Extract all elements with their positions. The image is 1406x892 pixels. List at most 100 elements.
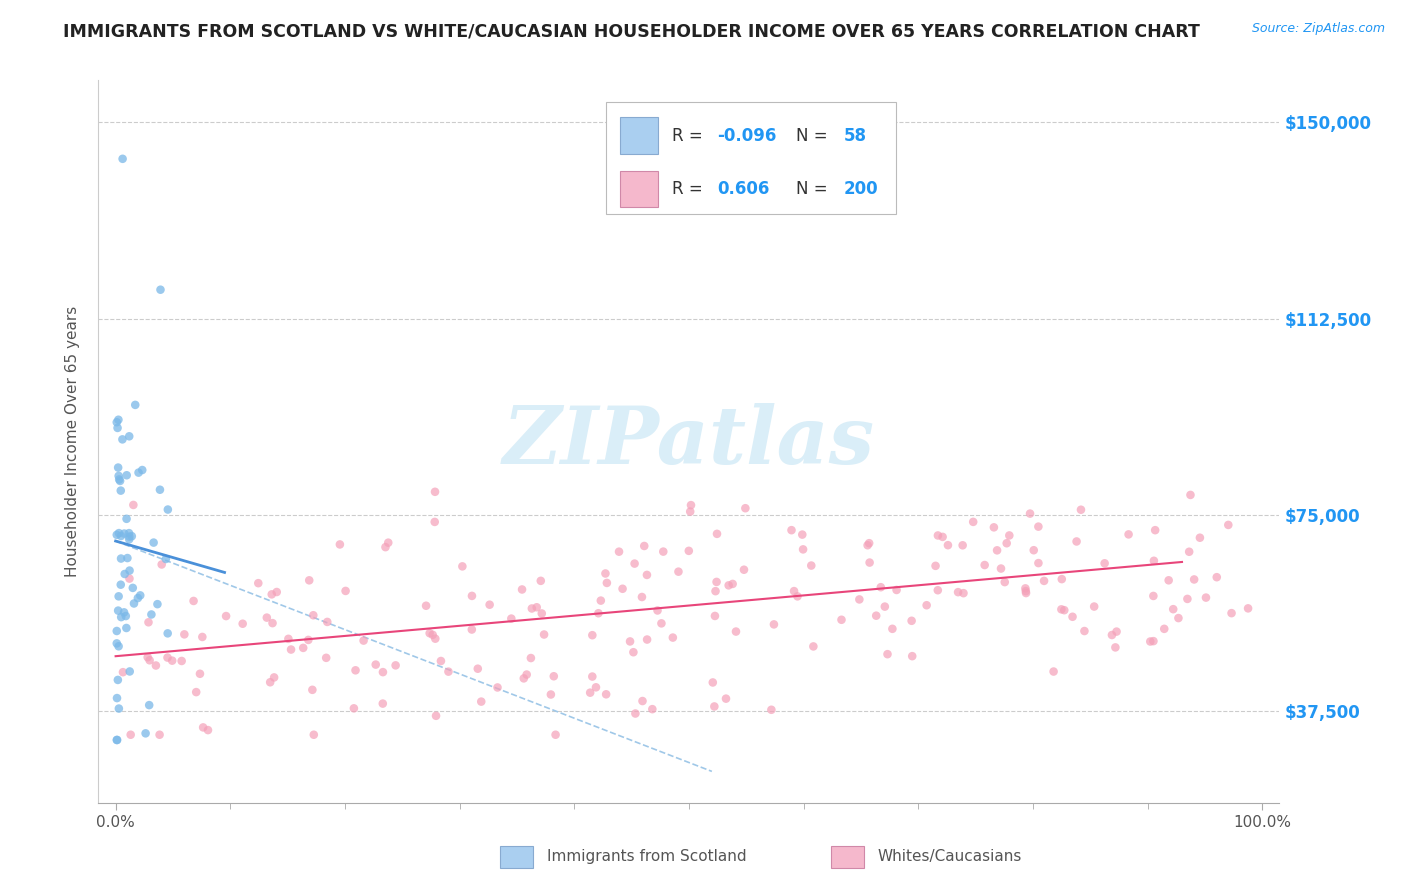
Point: [1195, 591, 1218, 605]
Point: [762, 617, 785, 632]
Point: [721, 577, 744, 591]
Point: [191, 720, 214, 734]
Point: [118, 572, 141, 586]
Point: [952, 586, 974, 600]
Point: [526, 600, 548, 615]
Point: [873, 599, 896, 614]
Point: [869, 580, 891, 594]
Point: [110, 551, 132, 566]
Point: [297, 632, 319, 647]
Point: [451, 559, 474, 574]
Point: [1094, 557, 1116, 571]
Text: -0.096: -0.096: [717, 127, 776, 145]
Point: [995, 536, 1018, 550]
Point: [1101, 628, 1123, 642]
Point: [1028, 519, 1050, 533]
Point: [1015, 584, 1038, 599]
Point: [783, 584, 806, 599]
Point: [998, 528, 1021, 542]
Point: [335, 583, 357, 598]
Point: [792, 542, 814, 557]
Point: [110, 483, 132, 498]
Point: [329, 537, 352, 551]
Point: [679, 498, 702, 512]
Point: [377, 535, 399, 549]
Point: [624, 706, 647, 721]
Point: [581, 628, 603, 642]
Point: [173, 627, 195, 641]
Point: [946, 585, 969, 599]
Point: [183, 594, 205, 608]
Point: [641, 702, 664, 716]
Point: [636, 568, 658, 582]
Point: [131, 463, 153, 477]
Point: [256, 610, 278, 624]
Point: [191, 630, 214, 644]
Point: [780, 523, 803, 537]
Point: [114, 566, 136, 581]
Point: [114, 609, 136, 624]
Point: [105, 733, 128, 747]
Point: [156, 650, 179, 665]
Point: [704, 584, 727, 599]
Point: [138, 615, 160, 630]
Point: [232, 616, 254, 631]
Point: [513, 672, 536, 686]
Point: [530, 574, 553, 588]
Point: [461, 623, 484, 637]
Point: [467, 662, 489, 676]
Text: Whites/Caucasians: Whites/Caucasians: [877, 849, 1022, 864]
Point: [595, 687, 617, 701]
Point: [520, 651, 543, 665]
Point: [703, 609, 725, 624]
Point: [647, 603, 669, 617]
Point: [1218, 517, 1240, 532]
Point: [188, 666, 211, 681]
Point: [702, 675, 724, 690]
Point: [315, 650, 337, 665]
Point: [155, 552, 177, 566]
Point: [650, 616, 672, 631]
Point: [266, 585, 288, 599]
Point: [1073, 624, 1095, 638]
Point: [259, 675, 281, 690]
Point: [662, 631, 685, 645]
Point: [633, 539, 655, 553]
Point: [280, 642, 302, 657]
Point: [138, 653, 160, 667]
Point: [122, 597, 145, 611]
FancyBboxPatch shape: [501, 847, 533, 868]
Point: [141, 607, 163, 622]
Point: [830, 613, 852, 627]
Point: [510, 582, 533, 597]
Point: [170, 654, 193, 668]
Point: [146, 597, 169, 611]
Point: [1033, 574, 1056, 588]
Point: [668, 565, 690, 579]
Text: IMMIGRANTS FROM SCOTLAND VS WHITE/CAUCASIAN HOUSEHOLDER INCOME OVER 65 YEARS COR: IMMIGRANTS FROM SCOTLAND VS WHITE/CAUCAS…: [63, 22, 1201, 40]
Point: [800, 558, 823, 573]
Point: [156, 502, 179, 516]
Text: 200: 200: [844, 180, 879, 198]
Point: [1205, 570, 1227, 584]
Point: [1050, 572, 1073, 586]
Point: [430, 654, 453, 668]
Point: [111, 152, 134, 166]
Point: [1142, 589, 1164, 603]
Point: [652, 544, 675, 558]
Point: [263, 670, 285, 684]
Point: [111, 433, 134, 447]
Point: [423, 515, 446, 529]
Point: [105, 528, 128, 542]
Point: [262, 616, 284, 631]
Point: [215, 609, 238, 624]
Point: [470, 695, 492, 709]
Point: [107, 413, 129, 427]
Point: [118, 530, 141, 544]
Point: [425, 708, 447, 723]
Point: [962, 515, 984, 529]
Point: [1177, 591, 1199, 606]
Point: [986, 543, 1008, 558]
Point: [1070, 502, 1092, 516]
Point: [733, 563, 755, 577]
